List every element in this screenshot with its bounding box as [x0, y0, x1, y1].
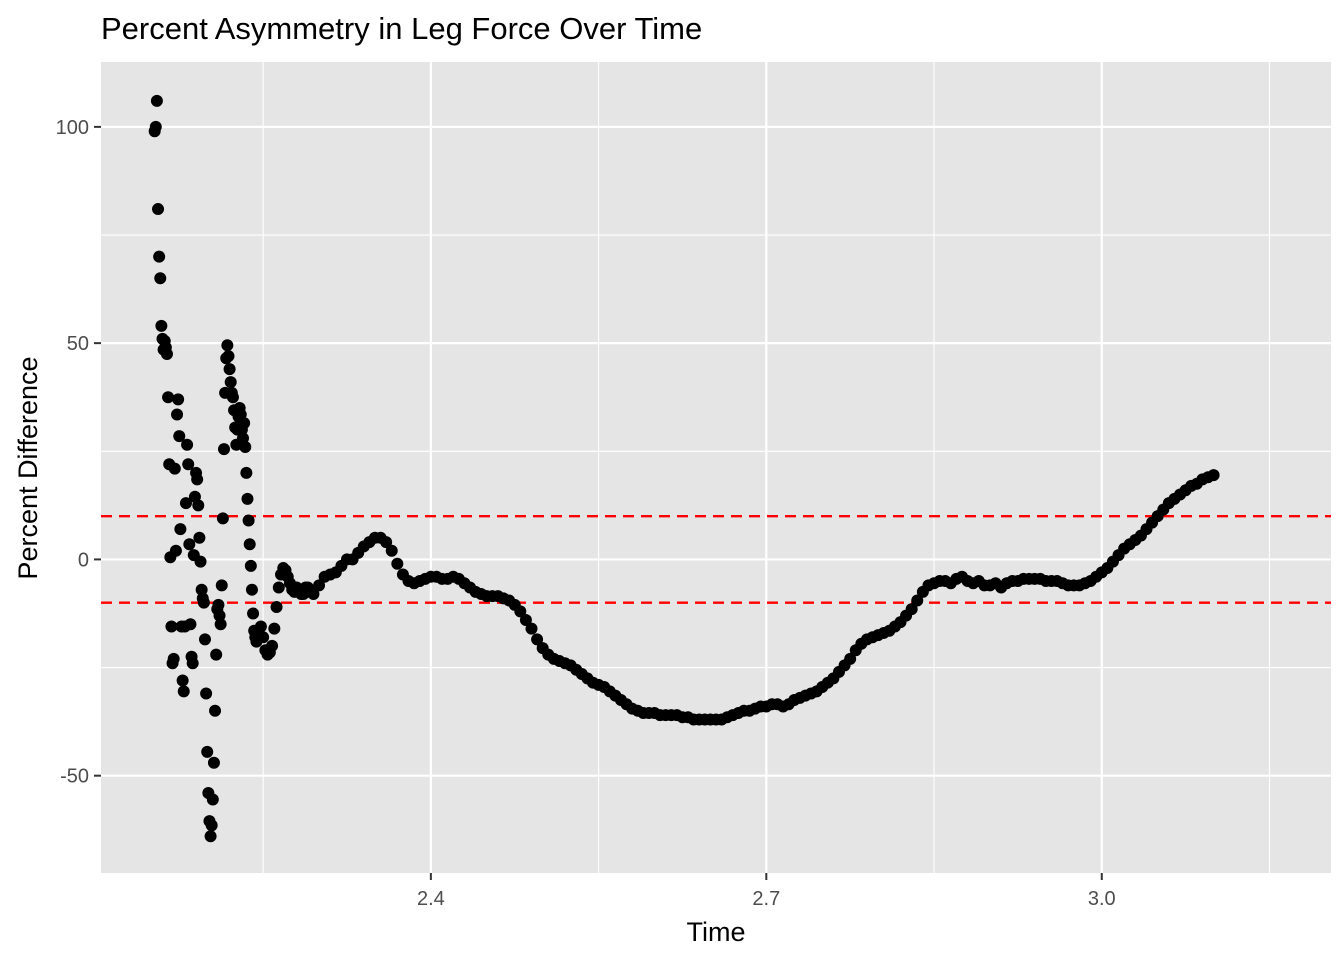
data-point: [165, 620, 178, 633]
y-tick-label: -50: [60, 766, 89, 788]
data-point: [266, 639, 279, 652]
data-point: [243, 538, 256, 551]
data-point: [216, 512, 229, 525]
data-point: [380, 536, 393, 549]
data-point: [911, 594, 924, 607]
x-tick-label: 2.7: [752, 888, 780, 910]
data-point: [201, 745, 214, 758]
data-point: [154, 272, 167, 285]
data-point: [205, 819, 218, 832]
y-tick-label: 100: [56, 117, 89, 139]
data-point: [177, 685, 190, 698]
x-axis: 2.4 2.7 3.0: [417, 873, 1116, 910]
data-point: [168, 462, 181, 475]
data-point: [215, 579, 228, 592]
data-point: [224, 376, 237, 389]
data-point: [238, 417, 251, 430]
minor-gridlines: [101, 62, 1331, 873]
data-point: [162, 391, 175, 404]
data-point: [206, 793, 219, 806]
data-point: [191, 473, 204, 486]
data-point: [218, 443, 230, 456]
data-point: [174, 523, 187, 536]
data-point: [268, 622, 281, 635]
data-point: [152, 203, 165, 216]
data-point: [519, 613, 532, 626]
data-point: [176, 674, 189, 687]
y-tick-label: 0: [78, 549, 89, 571]
data-point: [241, 492, 254, 505]
data-point: [155, 319, 168, 332]
plot-panel: [101, 62, 1331, 873]
data-points: [148, 94, 1220, 843]
data-point: [204, 830, 217, 843]
data-point: [198, 633, 211, 646]
data-point: [210, 648, 223, 661]
data-point: [200, 687, 213, 700]
data-point: [221, 339, 234, 352]
chart-title: Percent Asymmetry in Leg Force Over Time: [101, 11, 702, 46]
major-gridlines: [101, 62, 1331, 873]
data-point: [226, 391, 239, 404]
data-point: [181, 438, 194, 451]
data-point: [514, 605, 527, 618]
data-point: [194, 555, 207, 568]
data-point: [254, 620, 267, 633]
data-point: [525, 622, 538, 635]
data-point: [257, 631, 270, 644]
data-point: [172, 393, 185, 406]
data-point: [169, 544, 182, 557]
x-tick-label: 2.4: [417, 888, 445, 910]
data-point: [207, 756, 220, 769]
data-point: [149, 120, 162, 133]
reference-lines: [101, 514, 1331, 604]
data-point: [223, 363, 236, 376]
data-point: [209, 704, 222, 717]
y-axis: 100 50 0 -50: [56, 117, 101, 788]
data-point: [197, 596, 210, 609]
data-point: [193, 531, 206, 544]
data-point: [184, 618, 197, 631]
data-point: [1207, 469, 1220, 482]
data-point: [150, 94, 163, 107]
data-point: [240, 466, 253, 479]
data-point: [244, 559, 257, 572]
x-tick-label: 3.0: [1088, 888, 1116, 910]
data-point: [385, 544, 398, 557]
data-point: [222, 350, 235, 363]
data-point: [313, 579, 326, 592]
data-point: [905, 603, 918, 616]
y-tick-label: 50: [67, 333, 89, 355]
x-axis-title: Time: [687, 917, 746, 947]
data-point: [844, 652, 857, 665]
data-point: [183, 538, 196, 551]
data-point: [173, 430, 186, 443]
data-point: [531, 633, 544, 646]
data-point: [272, 581, 285, 594]
data-point: [153, 250, 166, 263]
data-point: [192, 499, 205, 512]
y-axis-title: Percent Difference: [13, 356, 43, 579]
data-point: [242, 514, 255, 527]
data-point: [171, 408, 184, 421]
data-point: [167, 652, 180, 665]
data-point: [239, 440, 252, 453]
data-point: [186, 657, 199, 670]
data-point: [245, 583, 258, 596]
data-point: [307, 588, 320, 601]
data-point: [160, 347, 173, 360]
data-point: [270, 600, 283, 613]
data-point: [214, 618, 227, 631]
data-point: [247, 607, 260, 620]
data-point: [179, 497, 192, 510]
data-point: [212, 598, 225, 611]
data-point: [391, 557, 404, 570]
data-point: [182, 458, 195, 471]
